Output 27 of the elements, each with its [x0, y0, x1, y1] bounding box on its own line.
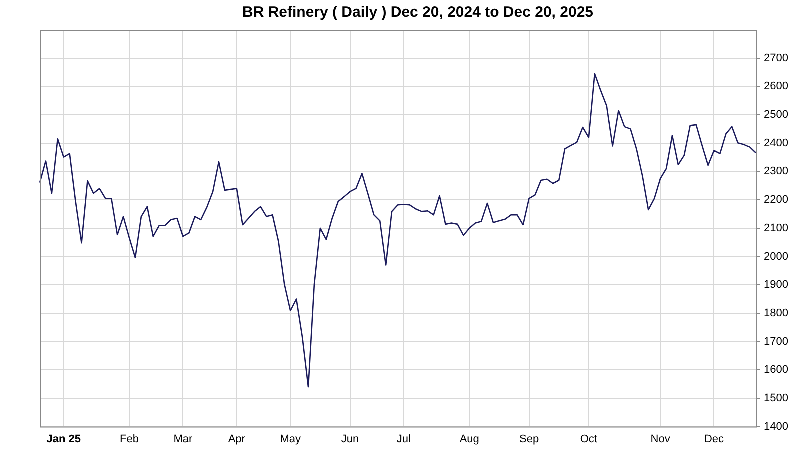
- y-tick-label: 2300: [764, 166, 788, 178]
- x-tick-label: Jun: [341, 433, 360, 446]
- y-tick-label: 1800: [764, 307, 788, 320]
- y-tick-label: 2200: [764, 194, 788, 206]
- y-tick-label: 1600: [764, 364, 788, 376]
- y-tick-label: 2100: [764, 222, 788, 234]
- x-tick-label: Aug: [460, 433, 480, 446]
- y-tick-label: 2400: [764, 137, 788, 150]
- y-tick-label: 1500: [764, 392, 788, 404]
- y-tick-label: 1400: [764, 420, 788, 433]
- y-tick-label: 2000: [764, 250, 788, 263]
- x-tick-label: Jul: [396, 433, 411, 446]
- x-tick-label: Nov: [650, 433, 671, 446]
- x-tick-label: Sep: [519, 433, 540, 446]
- x-tick-label: Dec: [704, 433, 725, 446]
- x-tick-label: Oct: [580, 433, 598, 446]
- chart-title: BR Refinery ( Daily ) Dec 20, 2024 to Dec 20, 2025: [242, 4, 594, 22]
- y-tick-label: 1900: [764, 279, 788, 292]
- y-tick-label: 2600: [764, 80, 788, 93]
- x-tick-label: Feb: [120, 433, 139, 446]
- y-tick-label: 2700: [764, 52, 788, 64]
- x-tick-label: Apr: [228, 433, 246, 446]
- x-tick-label: Mar: [174, 433, 194, 446]
- x-tick-label: Jan 25: [46, 433, 81, 446]
- y-tick-label: 2500: [764, 109, 788, 122]
- x-tick-label: May: [280, 433, 302, 446]
- y-tick-label: 1700: [764, 336, 788, 348]
